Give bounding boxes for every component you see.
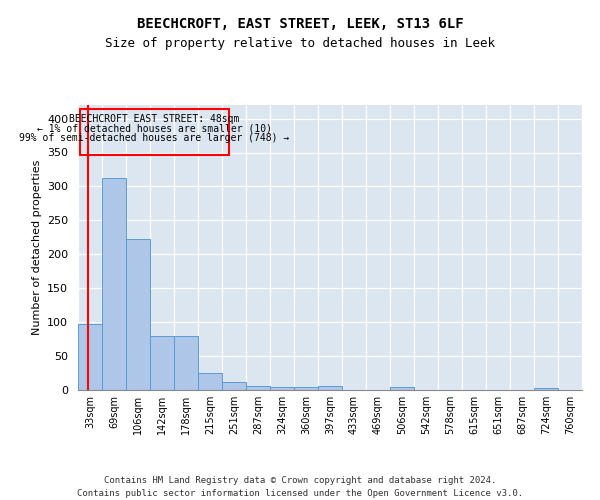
Bar: [270, 388, 294, 390]
Bar: [78, 324, 102, 390]
Bar: [318, 386, 342, 390]
Text: BEECHCROFT EAST STREET: 48sqm: BEECHCROFT EAST STREET: 48sqm: [70, 114, 240, 124]
Text: Size of property relative to detached houses in Leek: Size of property relative to detached ho…: [105, 38, 495, 51]
Bar: [80, 109, 229, 155]
Bar: [174, 336, 198, 390]
Text: ← 1% of detached houses are smaller (10): ← 1% of detached houses are smaller (10): [37, 124, 272, 134]
Bar: [198, 373, 222, 390]
Text: 99% of semi-detached houses are larger (748) →: 99% of semi-detached houses are larger (…: [19, 133, 290, 143]
Text: Contains HM Land Registry data © Crown copyright and database right 2024.: Contains HM Land Registry data © Crown c…: [104, 476, 496, 485]
Bar: [222, 382, 246, 390]
Bar: [294, 388, 318, 390]
Bar: [150, 336, 174, 390]
Text: Contains public sector information licensed under the Open Government Licence v3: Contains public sector information licen…: [77, 489, 523, 498]
Bar: [126, 240, 150, 390]
Bar: [246, 386, 270, 390]
Bar: [534, 388, 558, 390]
Bar: [102, 178, 126, 390]
Y-axis label: Number of detached properties: Number of detached properties: [32, 160, 41, 335]
Bar: [390, 386, 414, 390]
Text: BEECHCROFT, EAST STREET, LEEK, ST13 6LF: BEECHCROFT, EAST STREET, LEEK, ST13 6LF: [137, 18, 463, 32]
